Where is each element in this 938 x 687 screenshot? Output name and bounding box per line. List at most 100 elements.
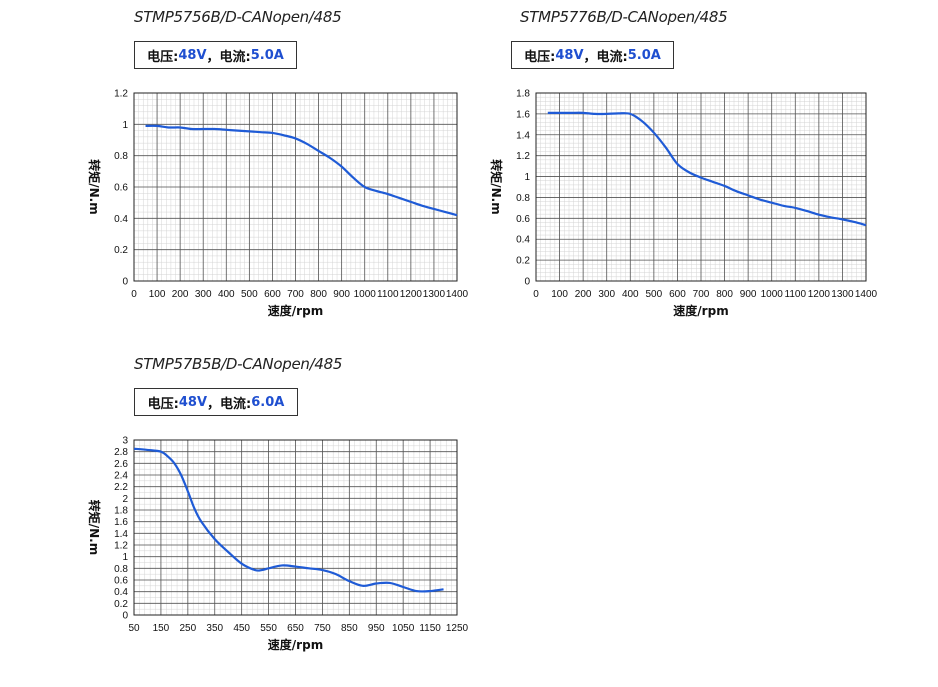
major-grid bbox=[133, 439, 458, 616]
x-tick-label: 300 bbox=[598, 289, 615, 300]
y-tick-label: 1.6 bbox=[516, 109, 530, 120]
x-tick-label: 1300 bbox=[423, 289, 446, 300]
y-tick-label: 1.2 bbox=[114, 541, 128, 552]
x-tick-label: 600 bbox=[264, 289, 281, 300]
x-tick-label: 100 bbox=[551, 289, 568, 300]
x-axis-title: 速度/rpm bbox=[268, 637, 323, 652]
x-tick-label: 700 bbox=[287, 289, 304, 300]
x-tick-label: 200 bbox=[575, 289, 592, 300]
voltage-value: 48V bbox=[555, 47, 584, 63]
x-tick-label: 800 bbox=[310, 289, 327, 300]
x-tick-label: 0 bbox=[533, 289, 539, 300]
x-tick-label: 1300 bbox=[831, 289, 854, 300]
chart-2-spec-box: 电压: 48V ， 电流: 5.0A bbox=[511, 41, 674, 69]
x-axis-title: 速度/rpm bbox=[268, 303, 323, 318]
y-tick-label: 2.6 bbox=[114, 459, 128, 470]
x-tick-label: 1100 bbox=[785, 289, 807, 300]
current-value: 5.0A bbox=[627, 47, 661, 63]
x-tick-label: 650 bbox=[287, 623, 304, 634]
chart-1-title: STMP5756B/D-CANopen/485 bbox=[134, 8, 342, 26]
y-tick-label: 1.8 bbox=[114, 506, 128, 517]
x-tick-label: 450 bbox=[233, 623, 250, 634]
plot-frame bbox=[535, 92, 867, 282]
y-tick-label: 0.8 bbox=[516, 193, 530, 204]
chart-1-spec-box: 电压: 48V ， 电流: 5.0A bbox=[134, 41, 297, 69]
y-tick-label: 0.8 bbox=[114, 564, 128, 575]
x-tick-label: 700 bbox=[693, 289, 710, 300]
x-tick-label: 1400 bbox=[855, 289, 878, 300]
y-axis-title: 转矩/N.m bbox=[489, 159, 504, 215]
plot-frame bbox=[133, 92, 458, 282]
y-axis-title: 转矩/N.m bbox=[87, 159, 102, 215]
voltage-label: 电压: bbox=[524, 49, 556, 65]
current-label: 电流: bbox=[596, 49, 628, 65]
voltage-value: 48V bbox=[178, 394, 208, 410]
x-tick-label: 750 bbox=[314, 623, 331, 634]
current-label: 电流: bbox=[220, 396, 252, 412]
y-tick-label: 1 bbox=[122, 552, 128, 563]
y-tick-label: 0.6 bbox=[114, 183, 128, 194]
current-value: 6.0A bbox=[251, 394, 285, 410]
current-label: 电流: bbox=[219, 49, 251, 65]
x-tick-label: 500 bbox=[646, 289, 663, 300]
current-value: 5.0A bbox=[250, 47, 284, 63]
x-tick-label: 950 bbox=[368, 623, 385, 634]
y-tick-label: 3 bbox=[122, 436, 128, 447]
x-tick-label: 900 bbox=[333, 289, 350, 300]
y-tick-label: 0.2 bbox=[114, 599, 128, 610]
plot-frame bbox=[133, 439, 458, 616]
x-tick-label: 150 bbox=[153, 623, 170, 634]
x-tick-label: 1100 bbox=[377, 289, 399, 300]
y-tick-label: 1.2 bbox=[516, 151, 530, 162]
x-tick-label: 600 bbox=[669, 289, 686, 300]
voltage-label: 电压: bbox=[147, 396, 179, 412]
chart-2-title: STMP5776B/D-CANopen/485 bbox=[520, 8, 728, 26]
x-tick-label: 0 bbox=[131, 289, 137, 300]
x-tick-label: 1200 bbox=[400, 289, 423, 300]
y-tick-label: 1.8 bbox=[516, 89, 530, 100]
torque-curve bbox=[133, 447, 444, 593]
x-tick-label: 550 bbox=[260, 623, 277, 634]
x-tick-label: 1050 bbox=[392, 623, 415, 634]
y-axis-title: 转矩/N.m bbox=[87, 500, 102, 556]
y-tick-label: 1.6 bbox=[114, 517, 128, 528]
spec-separator: ， bbox=[207, 396, 221, 412]
x-tick-label: 50 bbox=[128, 623, 140, 634]
x-tick-label: 350 bbox=[206, 623, 223, 634]
y-tick-label: 1.4 bbox=[114, 529, 128, 540]
x-tick-label: 1400 bbox=[446, 289, 469, 300]
y-tick-label: 2 bbox=[122, 494, 128, 505]
spec-separator: ， bbox=[206, 49, 220, 65]
y-tick-label: 0.2 bbox=[516, 256, 530, 267]
x-tick-label: 1000 bbox=[761, 289, 784, 300]
y-tick-label: 0.6 bbox=[516, 214, 530, 225]
x-tick-label: 500 bbox=[241, 289, 258, 300]
voltage-value: 48V bbox=[178, 47, 207, 63]
y-tick-label: 1.4 bbox=[516, 130, 530, 141]
voltage-label: 电压: bbox=[147, 49, 179, 65]
y-tick-label: 1.2 bbox=[114, 89, 128, 100]
y-tick-label: 1 bbox=[122, 120, 128, 131]
x-tick-label: 800 bbox=[716, 289, 733, 300]
x-tick-label: 100 bbox=[149, 289, 166, 300]
torque-curve bbox=[547, 111, 867, 227]
y-tick-label: 2.2 bbox=[114, 482, 128, 493]
x-axis-title: 速度/rpm bbox=[673, 303, 728, 318]
y-tick-label: 2.4 bbox=[114, 471, 128, 482]
y-tick-label: 0 bbox=[524, 277, 530, 288]
chart-3-spec-box: 电压: 48V ， 电流: 6.0A bbox=[134, 388, 298, 416]
spec-separator: ， bbox=[583, 49, 597, 65]
y-tick-label: 0.8 bbox=[114, 151, 128, 162]
x-tick-label: 1150 bbox=[419, 623, 441, 634]
torque-curve bbox=[145, 124, 458, 217]
y-tick-label: 1 bbox=[524, 172, 530, 183]
x-tick-label: 300 bbox=[195, 289, 212, 300]
y-tick-label: 0 bbox=[122, 277, 128, 288]
x-tick-label: 1200 bbox=[808, 289, 831, 300]
y-tick-label: 0.4 bbox=[114, 214, 128, 225]
x-tick-label: 400 bbox=[622, 289, 639, 300]
x-tick-label: 1250 bbox=[446, 623, 469, 634]
x-tick-label: 900 bbox=[740, 289, 757, 300]
